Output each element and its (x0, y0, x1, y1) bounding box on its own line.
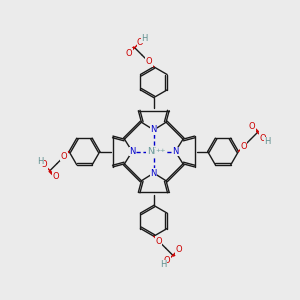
Text: H: H (160, 260, 167, 269)
Text: O: O (137, 38, 144, 46)
Text: Ni: Ni (147, 147, 156, 156)
Text: H: H (37, 157, 44, 166)
Text: H: H (264, 137, 270, 146)
Text: O: O (61, 152, 68, 161)
Text: H: H (141, 34, 147, 43)
Text: O: O (175, 245, 182, 254)
Text: N: N (172, 147, 178, 156)
Text: O: O (164, 256, 170, 266)
Text: O: O (240, 142, 247, 151)
Text: O: O (126, 49, 132, 58)
Text: O: O (260, 134, 266, 142)
Text: N: N (151, 125, 157, 134)
Text: O: O (249, 122, 255, 131)
Text: N: N (151, 169, 157, 178)
Text: O: O (52, 172, 59, 181)
Text: O: O (146, 57, 152, 66)
Text: ++: ++ (155, 148, 166, 153)
Text: N: N (129, 147, 135, 156)
Text: O: O (155, 237, 162, 246)
Text: O: O (41, 160, 48, 169)
